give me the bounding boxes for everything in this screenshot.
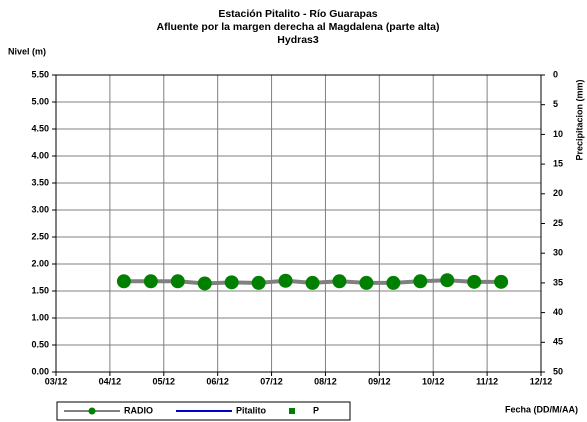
y-axis-label: Nivel (m): [8, 46, 46, 56]
point: [413, 274, 428, 289]
x-tick-label: 03/12: [45, 376, 68, 386]
y-tick-label: 1.00: [31, 312, 49, 322]
y2-tick-label: 30: [553, 248, 563, 258]
y-tick-label: 3.50: [31, 177, 49, 187]
y-tick-label: 5.00: [31, 96, 49, 106]
point: [251, 275, 266, 290]
y2-tick-label: 40: [553, 307, 563, 317]
point: [116, 274, 131, 289]
x-tick-label: 11/12: [476, 376, 498, 386]
y2-tick-label: 10: [553, 129, 563, 139]
y2-tick-label: 25: [553, 218, 563, 228]
point: [278, 273, 293, 288]
y2-tick-label: 0: [553, 69, 558, 79]
legend-label: RADIO: [124, 405, 153, 415]
y-tick-label: 4.00: [31, 150, 49, 160]
x-axis-label: Fecha (DD/M/AA): [505, 404, 578, 414]
x-tick-label: 05/12: [153, 376, 176, 386]
point: [305, 275, 320, 290]
x-tick-label: 04/12: [99, 376, 122, 386]
point: [440, 273, 455, 288]
y-tick-label: 5.50: [31, 69, 49, 79]
chart-subtitle: Hydras3: [277, 34, 319, 46]
y2-tick-label: 20: [553, 188, 563, 198]
legend-marker: [289, 408, 295, 414]
plot-area: [56, 75, 541, 372]
y2-tick-label: 35: [553, 277, 563, 287]
y2-tick-label: 5: [553, 99, 558, 109]
y2-tick-label: 15: [553, 158, 563, 168]
x-tick-label: 10/12: [422, 376, 445, 386]
point: [197, 276, 212, 291]
y-tick-label: 2.00: [31, 258, 49, 268]
point: [494, 274, 509, 289]
y-tick-label: 1.50: [31, 285, 49, 295]
chart-subtitle: Afluente por la margen derecha al Magdal…: [157, 21, 440, 33]
x-tick-label: 12/12: [530, 376, 553, 386]
plot-frame: [55, 74, 542, 373]
y-tick-label: 2.50: [31, 231, 49, 241]
point: [467, 274, 482, 289]
y-tick-label: 0.50: [31, 339, 49, 349]
legend-marker: [88, 407, 96, 415]
chart-title: Estación Pitalito - Río Guarapas: [218, 8, 377, 20]
legend-label: P: [313, 405, 319, 415]
point: [359, 275, 374, 290]
point: [170, 274, 185, 289]
point: [224, 275, 239, 290]
y2-axis-label: Precipitacion (mm): [574, 79, 584, 160]
x-tick-label: 08/12: [314, 376, 337, 386]
point: [386, 275, 401, 290]
y2-tick-label: 50: [553, 366, 563, 376]
point: [143, 274, 158, 289]
legend-label: Pitalito: [236, 405, 267, 415]
x-tick-label: 06/12: [206, 376, 229, 386]
y2-tick-label: 45: [553, 337, 563, 347]
y-tick-label: 0.00: [31, 366, 49, 376]
x-tick-label: 07/12: [260, 376, 283, 386]
y-tick-label: 4.50: [31, 123, 49, 133]
x-tick-label: 09/12: [368, 376, 391, 386]
point: [332, 274, 347, 289]
y-tick-label: 3.00: [31, 204, 49, 214]
